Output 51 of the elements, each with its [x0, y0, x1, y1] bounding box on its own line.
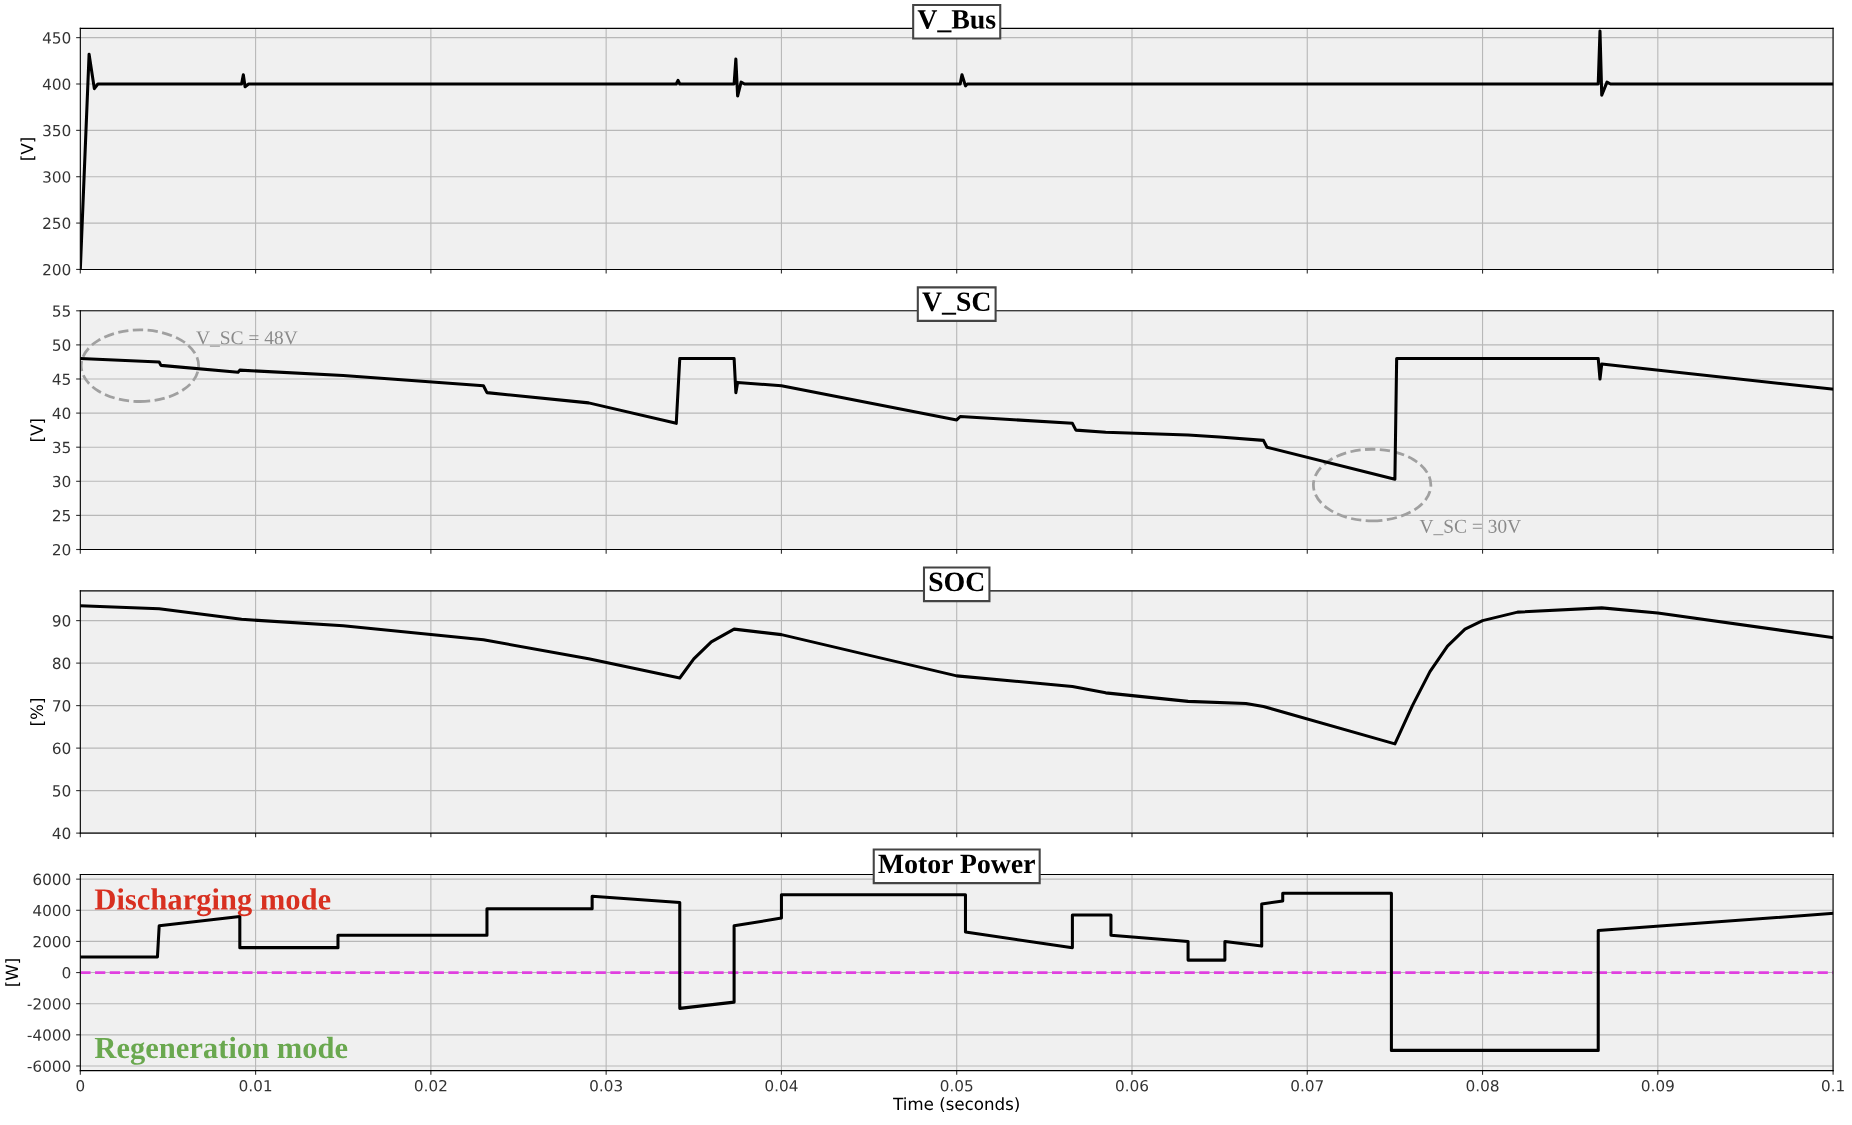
x-tick-label: 0.1	[1821, 1079, 1844, 1092]
chart-title: V_SC	[922, 292, 990, 315]
x-tick-label: 0.07	[1291, 1079, 1323, 1092]
x-tick-label: 0.04	[765, 1079, 798, 1092]
chart-title: SOC	[929, 572, 984, 592]
y-tick-label: 0	[62, 967, 71, 979]
y-tick-label: 450	[42, 32, 71, 44]
y-axis-title: [V]	[30, 419, 46, 441]
chart-title: Motor Power	[878, 854, 1035, 874]
y-tick-label: 400	[42, 78, 71, 91]
annotation: V_SC = 48V	[196, 331, 298, 347]
x-tick-label: 0.06	[1115, 1079, 1149, 1092]
x-tick-label: 0.02	[414, 1079, 447, 1092]
y-tick-label: 90	[52, 615, 71, 627]
y-tick-label: 300	[43, 171, 71, 183]
x-tick-label: 0.08	[1466, 1079, 1499, 1092]
y-tick-label: 50	[53, 339, 71, 351]
y-tick-label: 45	[52, 373, 70, 386]
y-tick-label: -2000	[27, 998, 71, 1010]
x-tick-label: 0.09	[1641, 1079, 1674, 1092]
y-tick-label: 6000	[33, 873, 71, 886]
y-tick-label: 2000	[33, 935, 71, 948]
x-tick-label: 0	[76, 1079, 85, 1092]
y-tick-label: 200	[43, 263, 71, 276]
annotation: Regeneration mode	[94, 1036, 348, 1065]
x-axis-title: Time (seconds)	[893, 1097, 1019, 1113]
y-tick-label: 35	[53, 441, 70, 454]
annotation: V_SC = 30V	[1419, 519, 1521, 536]
x-tick-label: 0.01	[239, 1079, 272, 1092]
y-tick-label: 40	[52, 827, 71, 840]
y-axis-title: [W]	[5, 959, 21, 986]
y-tick-label: 40	[52, 407, 71, 420]
x-tick-label: 0.05	[940, 1079, 973, 1092]
y-tick-label: 70	[53, 700, 71, 712]
y-tick-label: 50	[53, 785, 71, 797]
y-tick-label: 20	[52, 543, 71, 556]
y-tick-label: 350	[43, 124, 71, 137]
y-tick-label: 60	[52, 742, 71, 755]
annotation: Discharging mode	[94, 888, 331, 917]
y-tick-label: 30	[53, 475, 71, 488]
y-tick-label: -4000	[27, 1029, 71, 1041]
y-axis-title: [V]	[20, 138, 36, 160]
y-axis-title: [%]	[30, 699, 46, 725]
y-tick-label: 25	[52, 509, 70, 522]
x-tick-label: 0.03	[590, 1079, 622, 1092]
chart-title: V_Bus	[917, 10, 996, 33]
y-tick-label: 250	[43, 217, 71, 230]
y-tick-label: 80	[52, 657, 71, 670]
y-tick-label: 4000	[33, 904, 71, 917]
y-tick-label: -6000	[27, 1060, 71, 1072]
y-tick-label: 55	[53, 305, 70, 317]
